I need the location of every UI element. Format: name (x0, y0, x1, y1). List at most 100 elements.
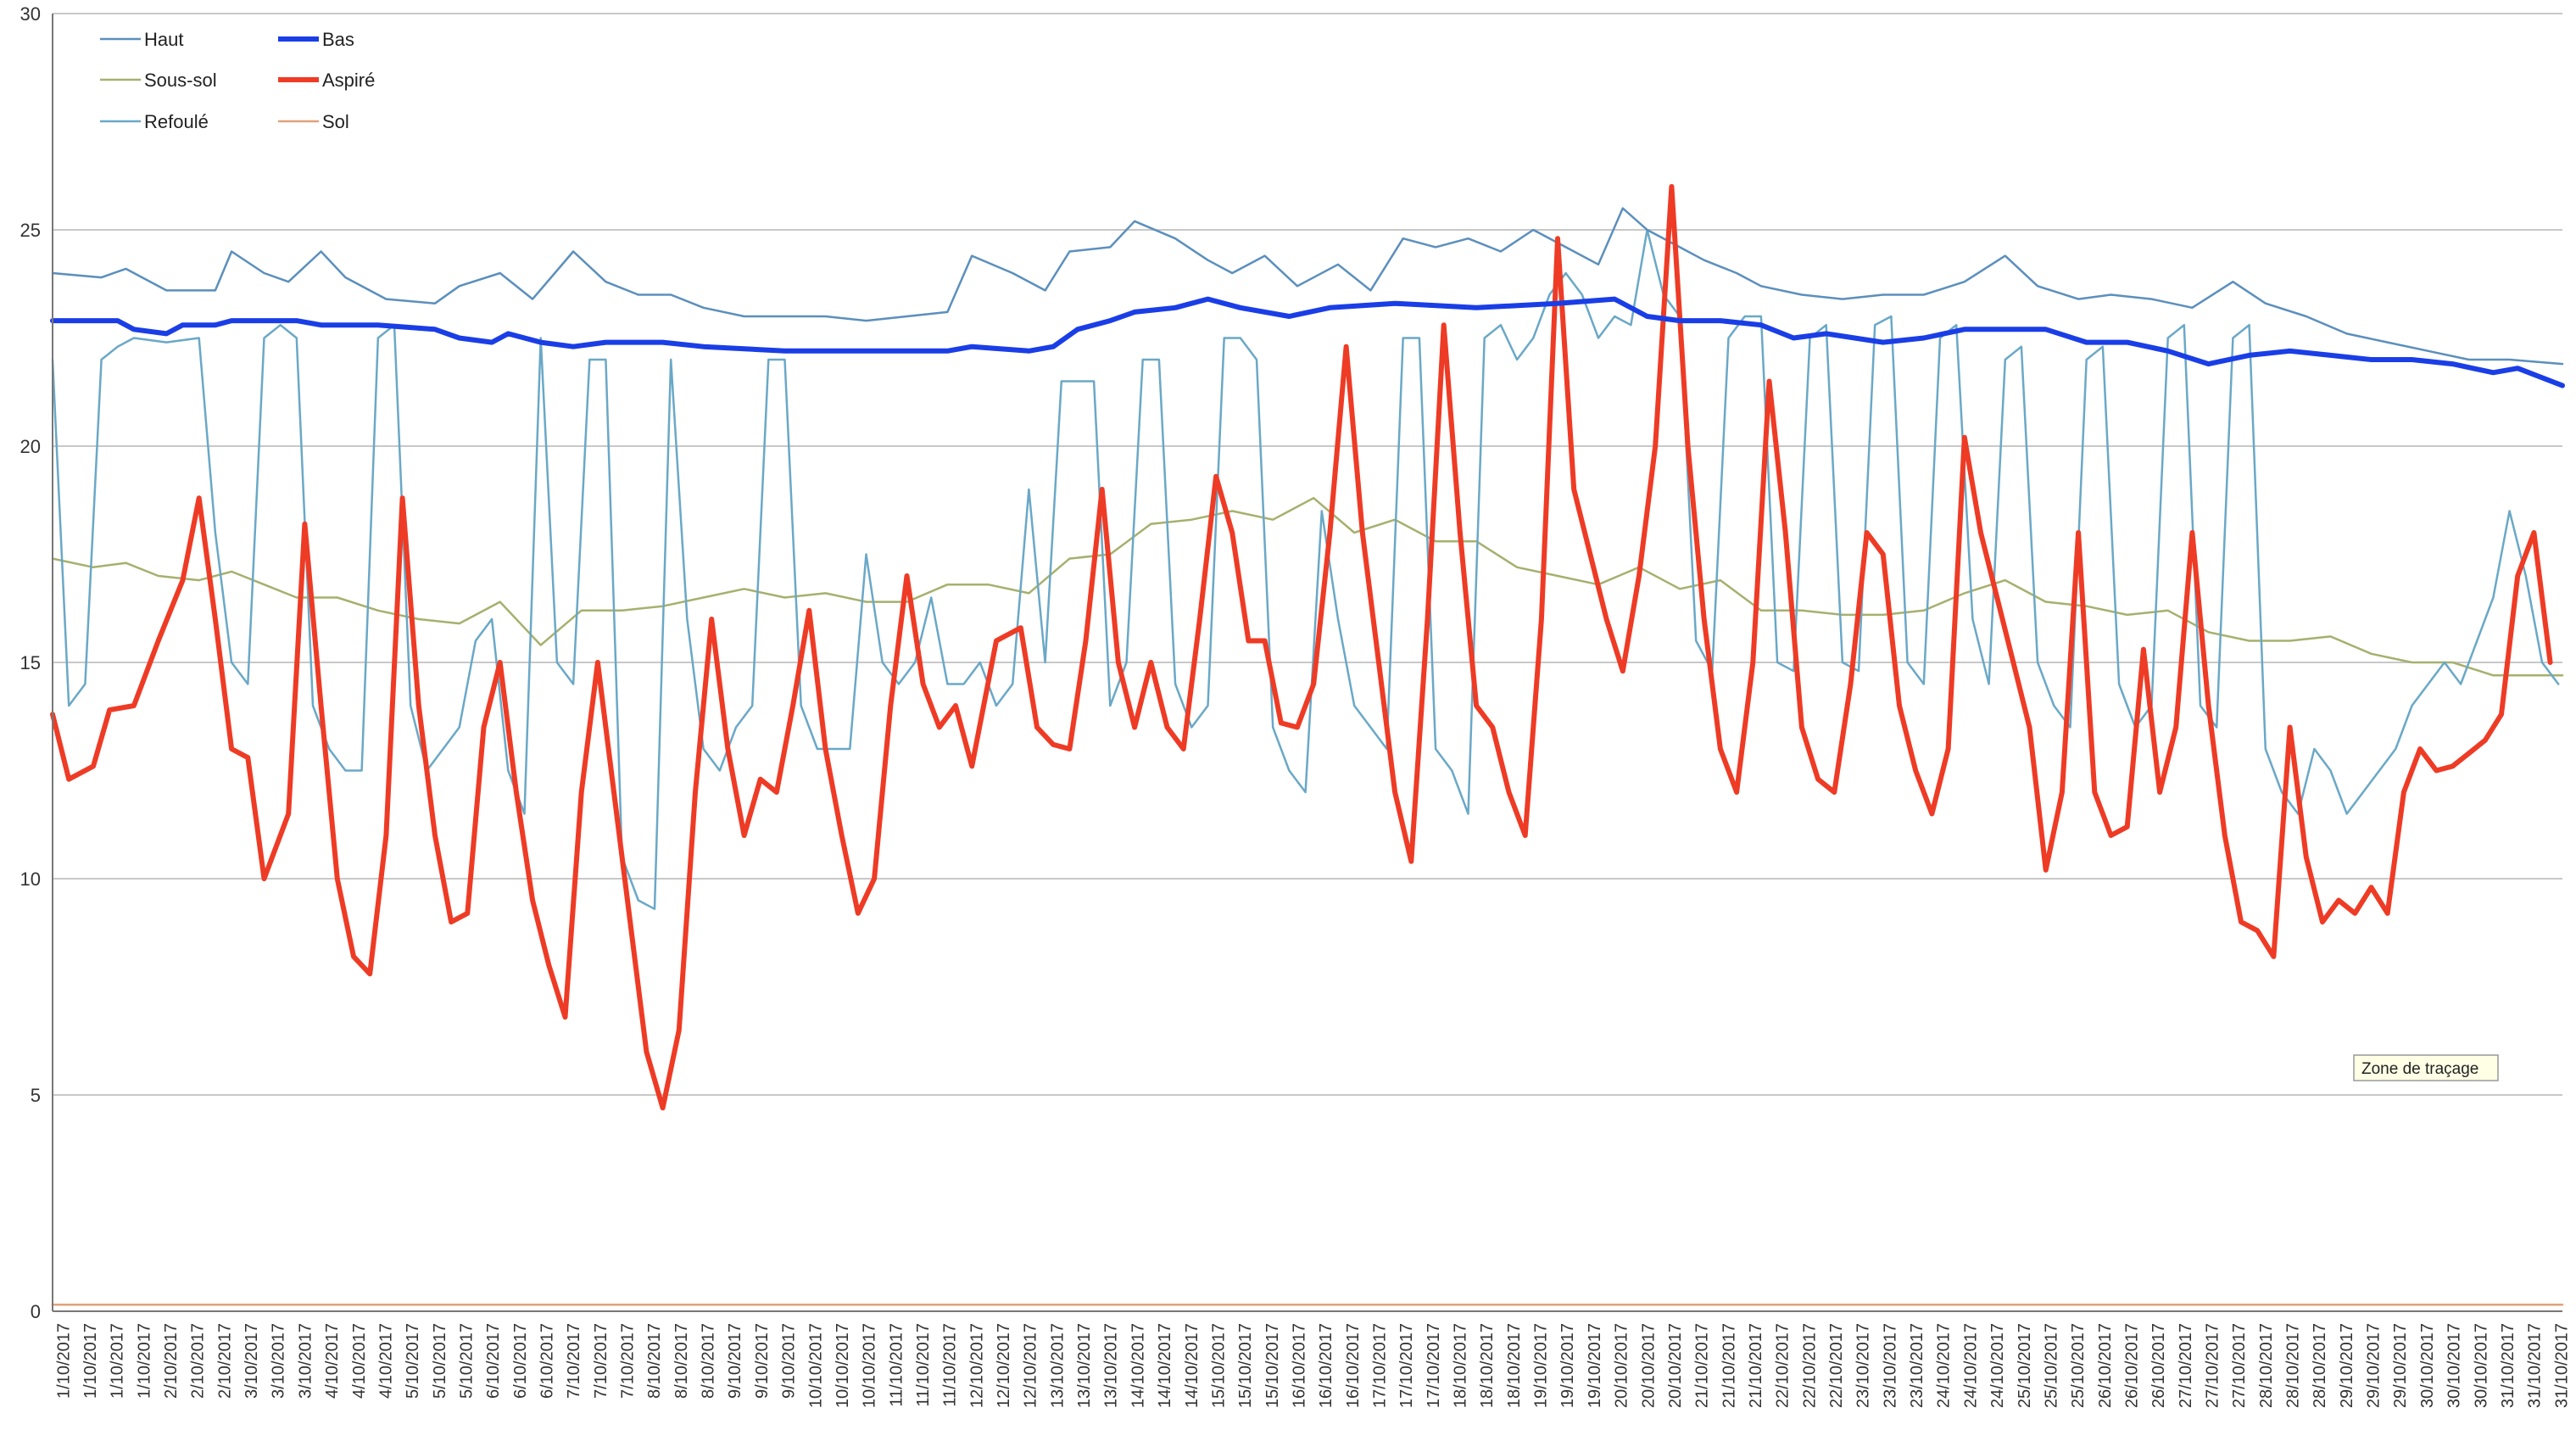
x-tick-label: 16/10/2017 (1317, 1323, 1335, 1408)
x-tick-label: 13/10/2017 (1102, 1323, 1121, 1408)
x-tick-label: 23/10/2017 (1881, 1323, 1899, 1408)
x-tick-label: 15/10/2017 (1209, 1323, 1228, 1408)
x-tick-label: 12/10/2017 (1022, 1323, 1040, 1408)
x-tick-label: 20/10/2017 (1666, 1323, 1685, 1408)
legend-label-aspiré: Aspiré (322, 70, 375, 91)
x-tick-label: 8/10/2017 (645, 1323, 664, 1399)
x-tick-label: 17/10/2017 (1397, 1323, 1416, 1408)
x-tick-label: 22/10/2017 (1800, 1323, 1819, 1408)
x-axis-ticks: 1/10/2017 1/10/2017 1/10/2017 1/10/2017 2/10… (54, 1323, 2571, 1408)
series-line-haut (51, 207, 2564, 366)
x-tick-label: 29/10/2017 (2338, 1323, 2356, 1408)
x-tick-label: 18/10/2017 (1478, 1323, 1497, 1408)
x-tick-label: 17/10/2017 (1425, 1323, 1443, 1408)
x-tick-label: 29/10/2017 (2365, 1323, 2384, 1408)
series-line-sous-sol (51, 496, 2564, 677)
x-tick-label: 8/10/2017 (672, 1323, 691, 1399)
x-tick-label: 1/10/2017 (135, 1323, 153, 1399)
x-tick-label: 30/10/2017 (2472, 1323, 2490, 1408)
x-tick-label: 14/10/2017 (1156, 1323, 1174, 1408)
x-tick-label: 11/10/2017 (941, 1323, 960, 1407)
y-tick-label: 10 (20, 869, 41, 890)
x-tick-label: 1/10/2017 (54, 1323, 73, 1399)
x-tick-label: 26/10/2017 (2096, 1323, 2115, 1408)
x-tick-label: 21/10/2017 (1693, 1323, 1712, 1408)
x-tick-label: 17/10/2017 (1370, 1323, 1389, 1408)
x-tick-label: 9/10/2017 (780, 1323, 799, 1399)
x-tick-label: 28/10/2017 (2283, 1323, 2302, 1408)
x-tick-label: 8/10/2017 (700, 1323, 718, 1399)
x-tick-label: 25/10/2017 (2069, 1323, 2088, 1408)
x-tick-label: 24/10/2017 (1961, 1323, 1980, 1408)
y-tick-label: 20 (20, 436, 41, 457)
x-tick-label: 3/10/2017 (270, 1323, 288, 1399)
x-tick-label: 28/10/2017 (2257, 1323, 2276, 1408)
x-tick-label: 6/10/2017 (484, 1323, 503, 1399)
x-tick-label: 2/10/2017 (189, 1323, 208, 1399)
x-tick-label: 4/10/2017 (350, 1323, 369, 1399)
x-tick-label: 13/10/2017 (1075, 1323, 1094, 1408)
x-tick-label: 5/10/2017 (431, 1323, 449, 1399)
x-tick-label: 30/10/2017 (2445, 1323, 2464, 1408)
tooltip-text: Zone de traçage (2361, 1060, 2478, 1078)
x-tick-label: 15/10/2017 (1236, 1323, 1255, 1408)
legend-label-sol: Sol (322, 111, 349, 132)
x-tick-label: 16/10/2017 (1290, 1323, 1308, 1408)
tooltip-box (2353, 1054, 2499, 1081)
x-tick-label: 20/10/2017 (1613, 1323, 1631, 1408)
x-tick-label: 20/10/2017 (1639, 1323, 1658, 1408)
x-tick-label: 13/10/2017 (1048, 1323, 1067, 1408)
x-tick-label: 4/10/2017 (376, 1323, 395, 1399)
x-tick-label: 16/10/2017 (1344, 1323, 1363, 1408)
y-tick-label: 25 (20, 220, 41, 241)
x-tick-label: 19/10/2017 (1586, 1323, 1604, 1408)
x-tick-label: 7/10/2017 (565, 1323, 583, 1399)
x-tick-label: 24/10/2017 (1935, 1323, 1954, 1408)
x-tick-label: 12/10/2017 (995, 1323, 1013, 1408)
x-tick-label: 22/10/2017 (1774, 1323, 1793, 1408)
x-tick-label: 27/10/2017 (2230, 1323, 2249, 1408)
x-tick-label: 30/10/2017 (2418, 1323, 2437, 1408)
series-line-aspiré (50, 184, 2553, 1111)
x-tick-label: 21/10/2017 (1747, 1323, 1765, 1408)
x-tick-label: 22/10/2017 (1827, 1323, 1846, 1408)
x-tick-label: 18/10/2017 (1451, 1323, 1469, 1408)
series-line-bas (50, 296, 2565, 388)
x-tick-label: 27/10/2017 (2177, 1323, 2195, 1408)
x-tick-label: 9/10/2017 (726, 1323, 744, 1399)
plot-area-tooltip: Zone de traçage (2353, 1054, 2499, 1081)
x-tick-label: 24/10/2017 (1988, 1323, 2007, 1408)
x-tick-label: 25/10/2017 (2042, 1323, 2060, 1408)
x-tick-label: 4/10/2017 (323, 1323, 342, 1399)
x-tick-label: 21/10/2017 (1720, 1323, 1738, 1408)
y-tick-label: 15 (20, 652, 41, 673)
x-tick-label: 18/10/2017 (1505, 1323, 1524, 1408)
x-tick-label: 7/10/2017 (618, 1323, 637, 1399)
x-tick-label: 28/10/2017 (2311, 1323, 2329, 1408)
x-tick-label: 7/10/2017 (592, 1323, 611, 1399)
x-tick-label: 19/10/2017 (1532, 1323, 1551, 1408)
x-tick-label: 27/10/2017 (2203, 1323, 2222, 1408)
x-tick-label: 25/10/2017 (2016, 1323, 2034, 1408)
legend: Haut Bas Sous-sol Aspiré Refoulé Sol (100, 29, 375, 132)
x-tick-label: 9/10/2017 (753, 1323, 772, 1399)
x-tick-label: 2/10/2017 (162, 1323, 181, 1399)
x-tick-label: 23/10/2017 (1854, 1323, 1873, 1408)
x-tick-label: 3/10/2017 (296, 1323, 315, 1399)
legend-label-bas: Bas (322, 29, 354, 50)
y-axis-ticks: 0 5 10 15 20 25 30 (20, 3, 41, 1322)
x-tick-label: 26/10/2017 (2149, 1323, 2168, 1408)
series-lines (50, 184, 2565, 1306)
x-tick-label: 6/10/2017 (511, 1323, 530, 1399)
x-tick-label: 12/10/2017 (967, 1323, 986, 1408)
x-tick-label: 26/10/2017 (2122, 1323, 2141, 1408)
x-tick-label: 6/10/2017 (538, 1323, 556, 1399)
y-tick-label: 30 (20, 3, 41, 25)
x-tick-label: 10/10/2017 (861, 1323, 879, 1408)
legend-label-refoulé: Refoulé (144, 111, 209, 132)
x-tick-label: 5/10/2017 (457, 1323, 476, 1399)
x-tick-label: 14/10/2017 (1183, 1323, 1202, 1408)
x-tick-label: 10/10/2017 (806, 1323, 825, 1408)
x-tick-label: 3/10/2017 (243, 1323, 261, 1399)
x-tick-label: 31/10/2017 (2526, 1323, 2545, 1408)
